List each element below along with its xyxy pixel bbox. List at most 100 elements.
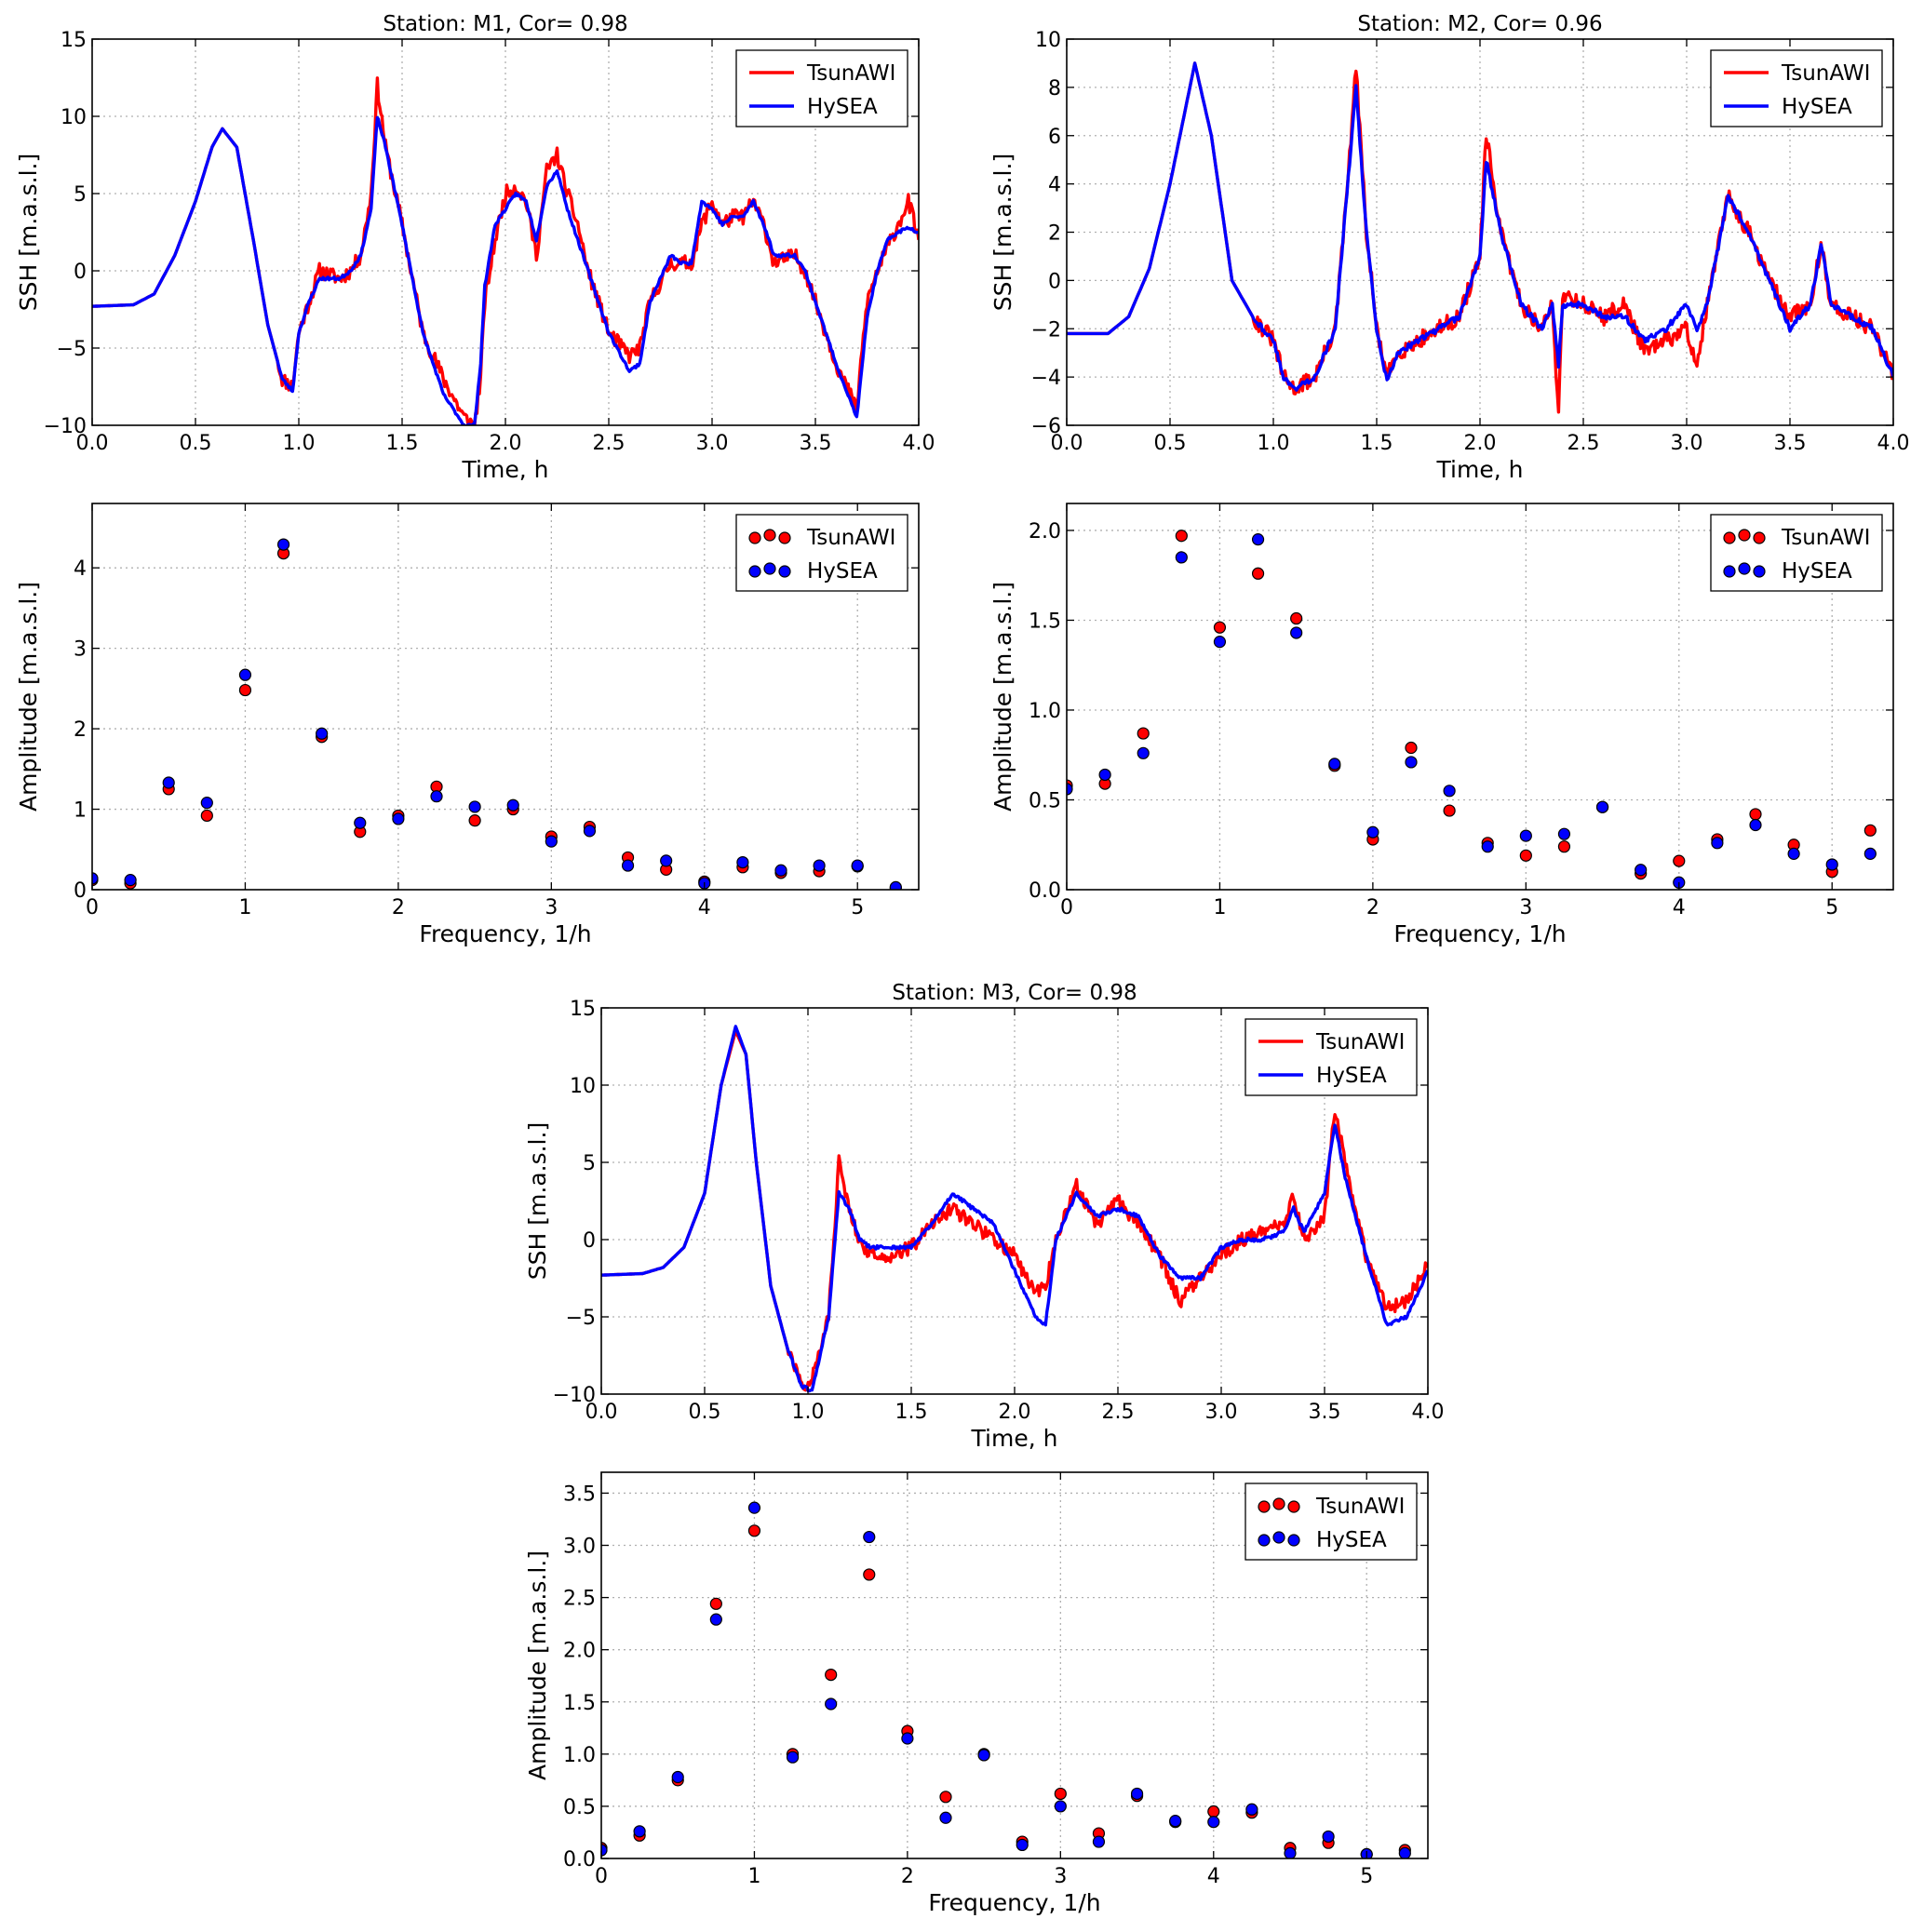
y-tick-label: 0.0 — [563, 1848, 596, 1872]
legend-label-hysea: HySEA — [1782, 559, 1852, 584]
x-tick-label: 2.0 — [490, 432, 522, 455]
x-tick-label: 3 — [545, 896, 558, 919]
legend-frame — [735, 49, 908, 127]
y-tick-label: 2.0 — [1029, 520, 1061, 543]
y-tick-label: 4 — [1048, 174, 1061, 197]
y-tick-label: 0.5 — [563, 1796, 596, 1819]
point-tsunawi — [1557, 840, 1571, 853]
point-hysea — [1328, 758, 1341, 771]
point-hysea — [621, 859, 635, 872]
point-hysea — [1557, 827, 1571, 840]
point-hysea — [238, 668, 252, 681]
point-hysea — [124, 874, 137, 887]
legend-marker — [748, 565, 761, 578]
point-hysea — [1635, 864, 1648, 877]
legend-marker — [763, 529, 776, 542]
point-hysea — [1175, 551, 1188, 564]
legend-label-hysea: HySEA — [1316, 1064, 1387, 1088]
legend-marker — [748, 531, 761, 544]
point-hysea — [1519, 829, 1532, 842]
legend: TsunAWI HySEA — [1245, 1018, 1418, 1096]
y-tick-label: −6 — [1031, 415, 1061, 438]
x-tick-label: 0.0 — [1051, 432, 1083, 455]
x-tick-label: 2.5 — [1567, 432, 1600, 455]
y-axis-label: Amplitude [m.a.s.l.] — [524, 1550, 551, 1780]
x-tick-label: 4.0 — [903, 432, 935, 455]
x-tick-label: 0.5 — [1154, 432, 1187, 455]
point-hysea — [1092, 1835, 1106, 1848]
legend-marker — [1287, 1534, 1300, 1547]
point-hysea — [1443, 785, 1456, 798]
axes-frame — [600, 1471, 1429, 1859]
x-tick-label: 2.5 — [1102, 1401, 1135, 1424]
point-tsunawi — [1054, 1787, 1067, 1801]
chart-title: Station: M3, Cor= 0.98 — [892, 981, 1137, 1005]
series-line-hysea — [601, 1025, 1428, 1393]
y-tick-label: 3.5 — [563, 1483, 596, 1506]
point-hysea — [1130, 1787, 1144, 1801]
point-tsunawi — [1207, 1805, 1220, 1818]
point-tsunawi — [1290, 611, 1303, 625]
series-hysea — [1067, 533, 1877, 889]
point-hysea — [162, 776, 175, 789]
point-hysea — [1322, 1830, 1335, 1844]
y-tick-label: −5 — [57, 338, 87, 361]
legend: TsunAWI HySEA — [735, 514, 908, 592]
point-hysea — [468, 800, 481, 813]
point-hysea — [1213, 636, 1227, 649]
point-hysea — [1787, 847, 1800, 860]
legend: TsunAWI HySEA — [1710, 49, 1883, 127]
point-tsunawi — [747, 1524, 761, 1537]
point-hysea — [1098, 768, 1111, 782]
y-tick-label: 5 — [583, 1152, 596, 1175]
point-tsunawi — [1863, 824, 1877, 837]
legend-label-hysea: HySEA — [807, 95, 878, 119]
x-tick-label: 3 — [1054, 1865, 1067, 1888]
y-tick-label: 5 — [74, 183, 87, 207]
legend-swatch-tsunawi — [748, 529, 791, 544]
x-tick-label: 4 — [698, 896, 711, 919]
x-tick-label: 5 — [1360, 1865, 1373, 1888]
y-tick-label: 1 — [74, 799, 87, 823]
x-tick-label: 1.5 — [895, 1401, 928, 1424]
x-axis-label: Time, h — [1436, 456, 1524, 483]
point-hysea — [1405, 756, 1418, 769]
legend-marker — [763, 562, 776, 575]
x-tick-label: 4 — [1207, 1865, 1220, 1888]
y-tick-label: −10 — [553, 1384, 596, 1407]
y-tick-label: −10 — [44, 415, 87, 438]
y-tick-label: −2 — [1031, 318, 1061, 342]
x-tick-label: 3.0 — [696, 432, 729, 455]
point-hysea — [316, 727, 329, 740]
legend-marker — [1738, 562, 1751, 575]
series-tsunawi — [601, 1524, 1411, 1858]
x-axis-label: Frequency, 1/h — [928, 1889, 1100, 1916]
point-tsunawi — [1137, 727, 1150, 740]
point-hysea — [583, 825, 597, 838]
legend-label-tsunawi: TsunAWI — [806, 61, 895, 86]
legend-swatch-tsunawi — [1723, 529, 1766, 544]
point-tsunawi — [939, 1791, 952, 1804]
panel-m3-ssh: 0.0 0.5 1.0 1.5 2.0 2.5 3.0 3.5 4.0 −10 −5 0 5 10 15 Ti… — [524, 981, 1445, 1452]
legend-marker — [1258, 1500, 1271, 1513]
point-hysea — [1169, 1815, 1182, 1828]
plot-area — [92, 538, 902, 890]
y-tick-label: 1.5 — [1029, 610, 1061, 633]
point-hysea — [1054, 1800, 1067, 1813]
series-hysea — [92, 538, 902, 890]
axes-frame — [1066, 503, 1894, 891]
legend-marker — [778, 565, 791, 578]
point-hysea — [1016, 1838, 1029, 1852]
panel-m1-amplitude: 0 1 2 3 4 5 0 1 2 3 4 Frequency, 1/h Amplitude [m.a.… — [15, 503, 920, 947]
point-hysea — [1366, 825, 1379, 839]
point-hysea — [901, 1732, 914, 1745]
legend-frame — [1710, 514, 1883, 592]
point-hysea — [430, 790, 443, 803]
legend-label-tsunawi: TsunAWI — [1781, 526, 1870, 550]
y-axis-label: Amplitude [m.a.s.l.] — [15, 582, 42, 812]
point-hysea — [1749, 818, 1762, 832]
x-tick-label: 3.5 — [1309, 1401, 1341, 1424]
panel-m2-ssh: 0.0 0.5 1.0 1.5 2.0 2.5 3.0 3.5 4.0 −6 −4 −2 0 2 4 6 8 10… — [989, 12, 1910, 483]
y-tick-label: 6 — [1048, 126, 1061, 149]
x-tick-label: 0.0 — [585, 1401, 618, 1424]
